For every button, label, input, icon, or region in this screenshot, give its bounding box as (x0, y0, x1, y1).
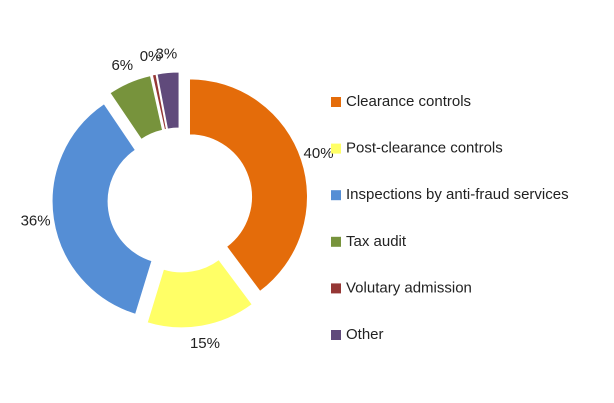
slice (146, 258, 253, 329)
legend-swatch (331, 190, 341, 201)
slice (151, 73, 168, 131)
slice-label: 3% (155, 46, 177, 63)
slice-label: 15% (190, 335, 220, 352)
legend-label: Other (346, 326, 384, 343)
slice (109, 75, 164, 141)
slice-label: 6% (111, 57, 133, 74)
legend-swatch (331, 283, 341, 294)
legend-label: Post-clearance controls (346, 140, 503, 157)
slice-label: 0% (140, 48, 162, 65)
legend-swatch (331, 236, 341, 247)
legend-label: Tax audit (346, 233, 407, 250)
slice (188, 78, 308, 293)
legend-label: Clearance controls (346, 93, 471, 110)
slice-label: 40% (304, 145, 334, 162)
legend-swatch (331, 143, 341, 154)
slice-label: 36% (21, 213, 51, 230)
legend-swatch (331, 330, 341, 340)
slice (51, 102, 153, 315)
legend-swatch (331, 97, 341, 107)
slice (156, 71, 180, 130)
legend-label: Inspections by anti-fraud services (346, 186, 569, 203)
legend-label: Volutary admission (346, 279, 472, 296)
